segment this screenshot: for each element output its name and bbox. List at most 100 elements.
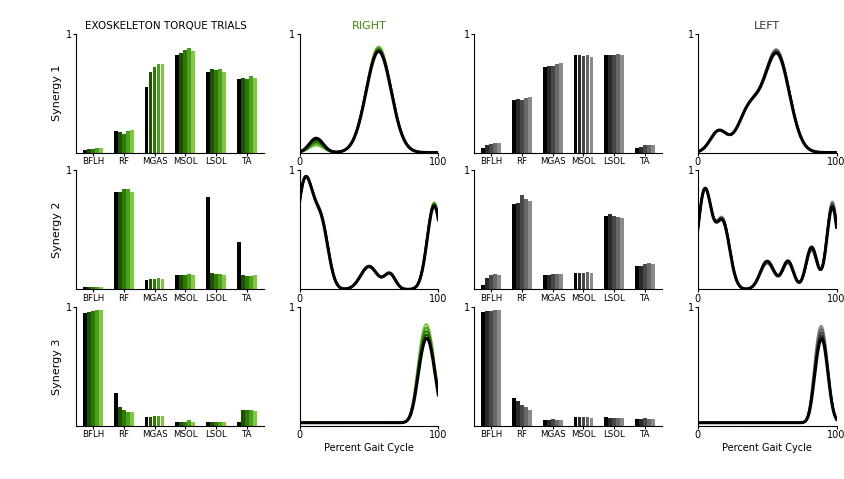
Bar — [520, 100, 523, 152]
Bar — [577, 273, 581, 289]
Bar — [236, 422, 241, 426]
Bar — [144, 417, 149, 426]
Bar — [573, 273, 576, 289]
Bar — [497, 309, 500, 426]
Bar — [484, 311, 489, 426]
Bar — [489, 144, 492, 152]
Bar — [523, 98, 528, 152]
Bar — [252, 78, 257, 152]
Bar — [608, 55, 611, 152]
Y-axis label: Synergy 1: Synergy 1 — [51, 65, 62, 121]
Bar — [130, 412, 133, 426]
Bar — [484, 277, 489, 289]
Bar — [651, 419, 654, 426]
Bar — [555, 274, 558, 289]
Bar — [222, 72, 225, 152]
Bar — [122, 410, 126, 426]
Bar — [160, 279, 164, 289]
Bar — [91, 149, 95, 152]
Bar — [114, 192, 117, 289]
Bar — [585, 417, 588, 426]
Bar — [493, 143, 496, 152]
Title: LEFT: LEFT — [753, 22, 779, 31]
Bar — [241, 410, 244, 426]
Bar — [187, 48, 191, 152]
Bar — [91, 311, 95, 426]
Bar — [647, 419, 650, 426]
Bar — [114, 131, 117, 152]
Bar — [493, 274, 496, 289]
Bar — [156, 416, 160, 426]
Bar — [218, 422, 222, 426]
Bar — [218, 69, 222, 152]
Bar — [245, 410, 248, 426]
Bar — [638, 147, 642, 152]
Bar — [95, 148, 99, 152]
Bar — [236, 242, 241, 289]
Bar — [546, 66, 549, 152]
Bar — [651, 264, 654, 289]
Bar — [241, 78, 244, 152]
Y-axis label: Synergy 3: Synergy 3 — [51, 339, 62, 395]
Bar — [516, 401, 519, 426]
Bar — [99, 309, 103, 426]
Bar — [130, 130, 133, 152]
Bar — [210, 69, 214, 152]
Bar — [577, 417, 581, 426]
Bar — [241, 275, 244, 289]
Bar — [542, 67, 546, 152]
Bar — [647, 146, 650, 152]
Bar — [616, 54, 619, 152]
Bar — [638, 266, 642, 289]
Bar — [130, 192, 133, 289]
Bar — [573, 55, 576, 152]
Bar — [87, 149, 90, 152]
Bar — [114, 393, 117, 426]
Bar — [546, 275, 549, 289]
Bar — [589, 57, 592, 152]
Bar — [573, 417, 576, 426]
Bar — [176, 275, 179, 289]
Bar — [252, 411, 257, 426]
Bar — [222, 275, 225, 289]
Bar — [176, 422, 179, 426]
Bar — [550, 419, 554, 426]
Bar — [619, 55, 624, 152]
Bar — [558, 63, 562, 152]
Bar — [95, 287, 99, 289]
Bar — [651, 146, 654, 152]
Bar — [83, 287, 87, 289]
Bar — [511, 204, 515, 289]
Bar — [603, 216, 608, 289]
Bar — [523, 199, 528, 289]
Bar — [528, 201, 531, 289]
Bar — [619, 218, 624, 289]
Bar — [619, 418, 624, 426]
Bar — [214, 70, 218, 152]
Bar — [481, 312, 484, 426]
Bar — [550, 66, 554, 152]
Bar — [635, 148, 638, 152]
Bar — [638, 419, 642, 426]
Bar — [555, 421, 558, 426]
Bar — [528, 410, 531, 426]
Bar — [118, 192, 122, 289]
Bar — [210, 422, 214, 426]
Bar — [149, 279, 152, 289]
Bar — [126, 412, 129, 426]
Bar — [156, 65, 160, 152]
Bar — [160, 416, 164, 426]
Bar — [183, 422, 187, 426]
Bar — [192, 275, 195, 289]
Bar — [603, 55, 608, 152]
Bar — [214, 274, 218, 289]
Bar — [187, 421, 191, 426]
Bar — [87, 312, 90, 426]
Bar — [542, 421, 546, 426]
Text: EXOSKELETON TORQUE TRIALS: EXOSKELETON TORQUE TRIALS — [85, 22, 247, 31]
Bar — [218, 274, 222, 289]
Bar — [608, 215, 611, 289]
Bar — [91, 287, 95, 289]
Bar — [523, 407, 528, 426]
Bar — [484, 146, 489, 152]
